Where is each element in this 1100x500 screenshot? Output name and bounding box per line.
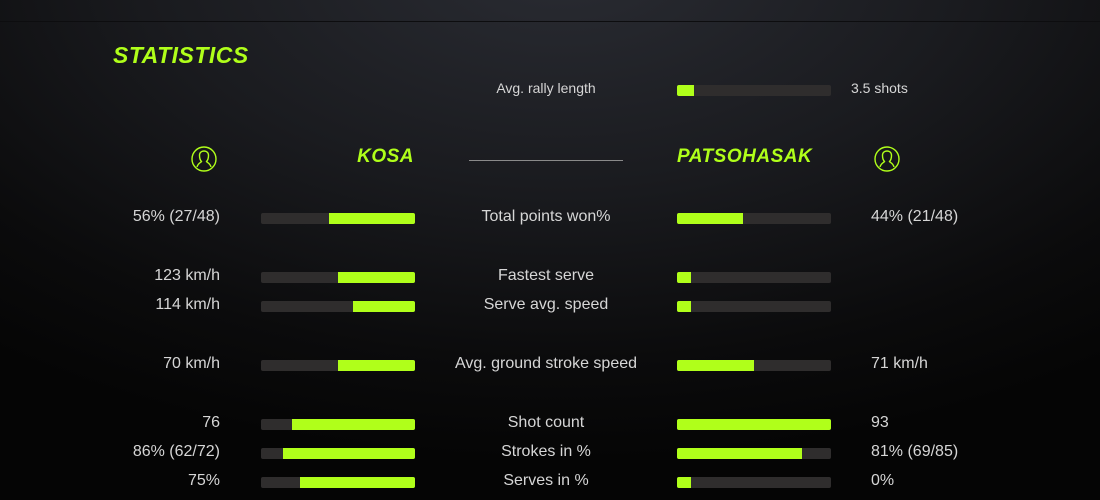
- left-bar: [261, 301, 415, 312]
- right-bar-fill: [677, 448, 802, 459]
- stat-label: Fastest serve: [497, 267, 595, 284]
- rally-value: 3.5 shots: [851, 80, 908, 96]
- stat-row: 56% (27/48) Total points won% 44% (21/48): [0, 208, 1100, 228]
- stat-label: Shot count: [507, 414, 585, 431]
- top-divider: [0, 21, 1100, 22]
- rally-bar: [677, 85, 831, 96]
- left-value: 75%: [187, 472, 220, 489]
- stat-row: 75% Serves in % 0%: [0, 472, 1100, 492]
- left-value: 114 km/h: [155, 296, 220, 313]
- left-bar-fill: [282, 448, 415, 459]
- stat-row: 70 km/h Avg. ground stroke speed 71 km/h: [0, 355, 1100, 375]
- left-bar: [261, 213, 415, 224]
- right-bar: [677, 301, 831, 312]
- left-value: 123 km/h: [154, 267, 220, 284]
- left-bar-fill: [338, 272, 415, 283]
- right-bar: [677, 360, 831, 371]
- right-bar-fill: [677, 272, 691, 283]
- right-bar-fill: [677, 213, 744, 224]
- left-bar: [261, 360, 415, 371]
- right-bar-fill: [677, 360, 754, 371]
- stat-row: 76 Shot count 93: [0, 414, 1100, 434]
- right-bar: [677, 213, 831, 224]
- left-bar: [261, 477, 415, 488]
- stat-label: Serve avg. speed: [483, 296, 609, 313]
- left-value: 70 km/h: [163, 355, 220, 372]
- left-bar: [261, 448, 415, 459]
- left-bar-fill: [353, 301, 415, 312]
- rally-label: Avg. rally length: [496, 80, 596, 96]
- left-player-name: KOSA: [357, 146, 414, 167]
- right-bar-fill: [677, 301, 691, 312]
- stat-label: Total points won%: [481, 208, 611, 225]
- right-bar: [677, 272, 831, 283]
- left-bar-fill: [291, 419, 415, 430]
- left-bar-fill: [338, 360, 415, 371]
- stat-label: Strokes in %: [501, 443, 591, 460]
- stat-row: 114 km/h Serve avg. speed: [0, 296, 1100, 316]
- right-value: 0%: [871, 472, 895, 489]
- right-player-name: PATSOHASAK: [677, 146, 813, 167]
- left-bar: [261, 419, 415, 430]
- right-value: 71 km/h: [871, 355, 928, 372]
- left-value: 86% (62/72): [132, 443, 220, 460]
- user-icon: [191, 146, 217, 172]
- right-value: 81% (69/85): [871, 443, 959, 460]
- rally-bar-fill: [677, 85, 694, 96]
- left-bar-fill: [328, 213, 415, 224]
- right-value: 44% (21/48): [871, 208, 959, 225]
- right-value: 93: [871, 414, 889, 431]
- stat-label: Avg. ground stroke speed: [454, 355, 638, 372]
- stat-row: 86% (62/72) Strokes in % 81% (69/85): [0, 443, 1100, 463]
- left-bar: [261, 272, 415, 283]
- left-bar-fill: [299, 477, 415, 488]
- rally-row: Avg. rally length 3.5 shots: [0, 80, 1100, 100]
- left-value: 56% (27/48): [132, 208, 220, 225]
- stat-row: 123 km/h Fastest serve: [0, 267, 1100, 287]
- user-icon: [874, 146, 900, 172]
- stat-label: Serves in %: [503, 472, 589, 489]
- right-bar: [677, 477, 831, 488]
- right-bar: [677, 419, 831, 430]
- right-bar: [677, 448, 831, 459]
- right-bar-fill: [677, 419, 831, 430]
- right-bar-fill: [677, 477, 691, 488]
- page-title: STATISTICS: [113, 42, 249, 68]
- left-value: 76: [202, 414, 220, 431]
- header-divider: [469, 160, 623, 161]
